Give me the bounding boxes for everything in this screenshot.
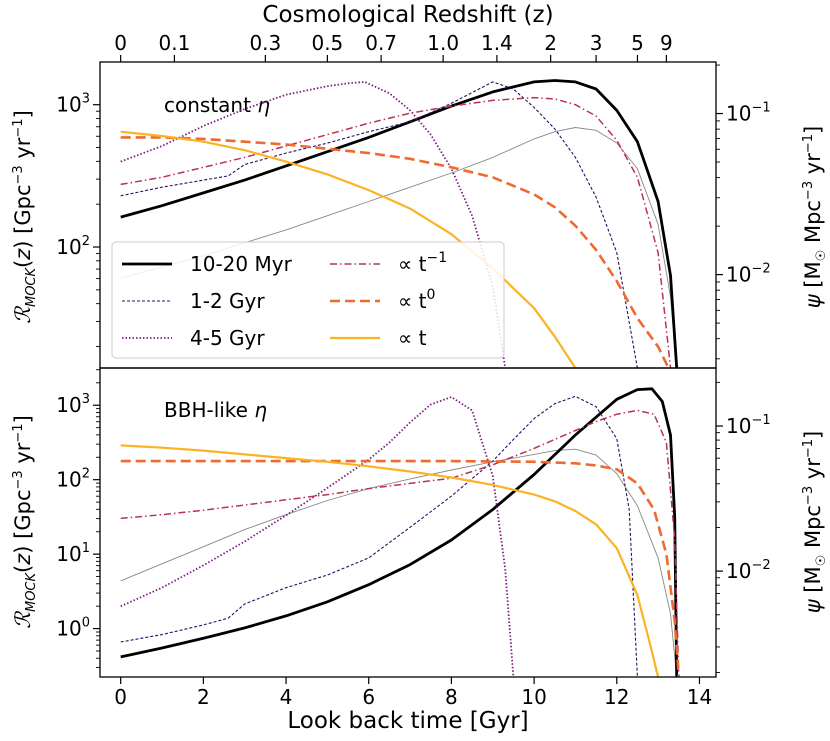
top-right-tick-label: 10−2 — [726, 262, 771, 287]
x-tick-label: 8 — [445, 685, 458, 709]
x-axis-title: Look back time [Gyr] — [287, 708, 528, 734]
redshift-tick-label: 1.4 — [481, 31, 513, 55]
bottom-series-t1 — [120, 444, 660, 677]
top-right-tick-label: 10−1 — [726, 101, 771, 126]
bottom-right-y-axis-title: ψ [M☉ Mpc−3 yr−1] — [801, 431, 829, 613]
legend-label-s12: 1-2 Gyr — [190, 289, 265, 313]
svg-text:ℛMOCK(z) [Gpc−3 yr−1]: ℛMOCK(z) [Gpc−3 yr−1] — [11, 415, 39, 629]
svg-text:ψ [M☉ Mpc−3 yr−1]: ψ [M☉ Mpc−3 yr−1] — [801, 126, 829, 308]
svg-text:ψ [M☉ Mpc−3 yr−1]: ψ [M☉ Mpc−3 yr−1] — [801, 431, 829, 613]
legend-label-t0: ∝ t0 — [398, 287, 435, 313]
redshift-tick-label: 2 — [544, 31, 557, 55]
legend-label-s1020: 10-20 Myr — [190, 252, 293, 276]
top-series-s45 — [120, 81, 507, 368]
bottom-series-s12 — [120, 395, 638, 677]
x-tick-label: 14 — [687, 685, 712, 709]
legend-box — [111, 241, 505, 359]
top-series-s12 — [120, 81, 638, 368]
redshift-tick-label: 9 — [660, 31, 673, 55]
top-series-s1020 — [120, 79, 679, 368]
redshift-tick-label: 0.7 — [365, 31, 397, 55]
redshift-tick-label: 0 — [114, 31, 127, 55]
top-left-tick-label: 103 — [56, 92, 90, 117]
bottom-series-s1020 — [120, 387, 679, 677]
legend-label-t1: ∝ t — [398, 326, 427, 350]
top-series-t1 — [120, 130, 577, 368]
bottom-panel-annotation: BBH-like η — [164, 398, 267, 422]
bottom-left-y-axis-title: ℛMOCK(z) [Gpc−3 yr−1] — [11, 415, 39, 629]
svg-text:ℛMOCK(z) [Gpc−3 yr−1]: ℛMOCK(z) [Gpc−3 yr−1] — [11, 110, 39, 324]
bottom-series-group — [120, 387, 681, 677]
x-tick-label: 4 — [280, 685, 293, 709]
top-series-t0 — [120, 136, 670, 368]
redshift-tick-label: 3 — [590, 31, 603, 55]
bottom-right-tick-label: 10−2 — [726, 558, 771, 583]
top-left-tick-label: 102 — [56, 234, 90, 259]
bottom-left-tick-label: 103 — [56, 392, 90, 417]
redshift-tick-label: 1.0 — [427, 31, 459, 55]
redshift-tick-label: 5 — [631, 31, 644, 55]
bottom-left-tick-label: 101 — [56, 541, 90, 566]
top-panel-annotation: constant η — [164, 93, 270, 117]
redshift-tick-label: 0.3 — [249, 31, 281, 55]
top-left-y-axis-title: ℛMOCK(z) [Gpc−3 yr−1] — [11, 110, 39, 324]
top-right-y-axis-title: ψ [M☉ Mpc−3 yr−1] — [801, 126, 829, 308]
legend-label-tm1: ∝ t−1 — [398, 250, 447, 276]
redshift-axis-title: Cosmological Redshift (z) — [262, 2, 553, 28]
bottom-left-tick-label: 100 — [56, 616, 90, 641]
legend: 10-20 Myr 1-2 Gyr 4-5 Gyr ∝ t−1 ∝ t0 ∝ t — [111, 241, 505, 359]
bottom-series-t0 — [120, 459, 681, 677]
redshift-tick-label: 0.5 — [311, 31, 343, 55]
x-tick-label: 6 — [362, 685, 375, 709]
top-series-tm1 — [120, 96, 672, 368]
bottom-right-tick-label: 10−1 — [726, 413, 771, 438]
redshift-tick-label: 0.1 — [159, 31, 191, 55]
x-tick-label: 10 — [521, 685, 546, 709]
x-tick-label: 12 — [604, 685, 629, 709]
bottom-series-s45 — [120, 396, 515, 677]
x-tick-label: 0 — [114, 685, 127, 709]
legend-label-s45: 4-5 Gyr — [190, 326, 265, 350]
bottom-panel-frame — [99, 367, 717, 678]
bottom-left-tick-label: 102 — [56, 467, 90, 492]
x-tick-label: 2 — [197, 685, 210, 709]
